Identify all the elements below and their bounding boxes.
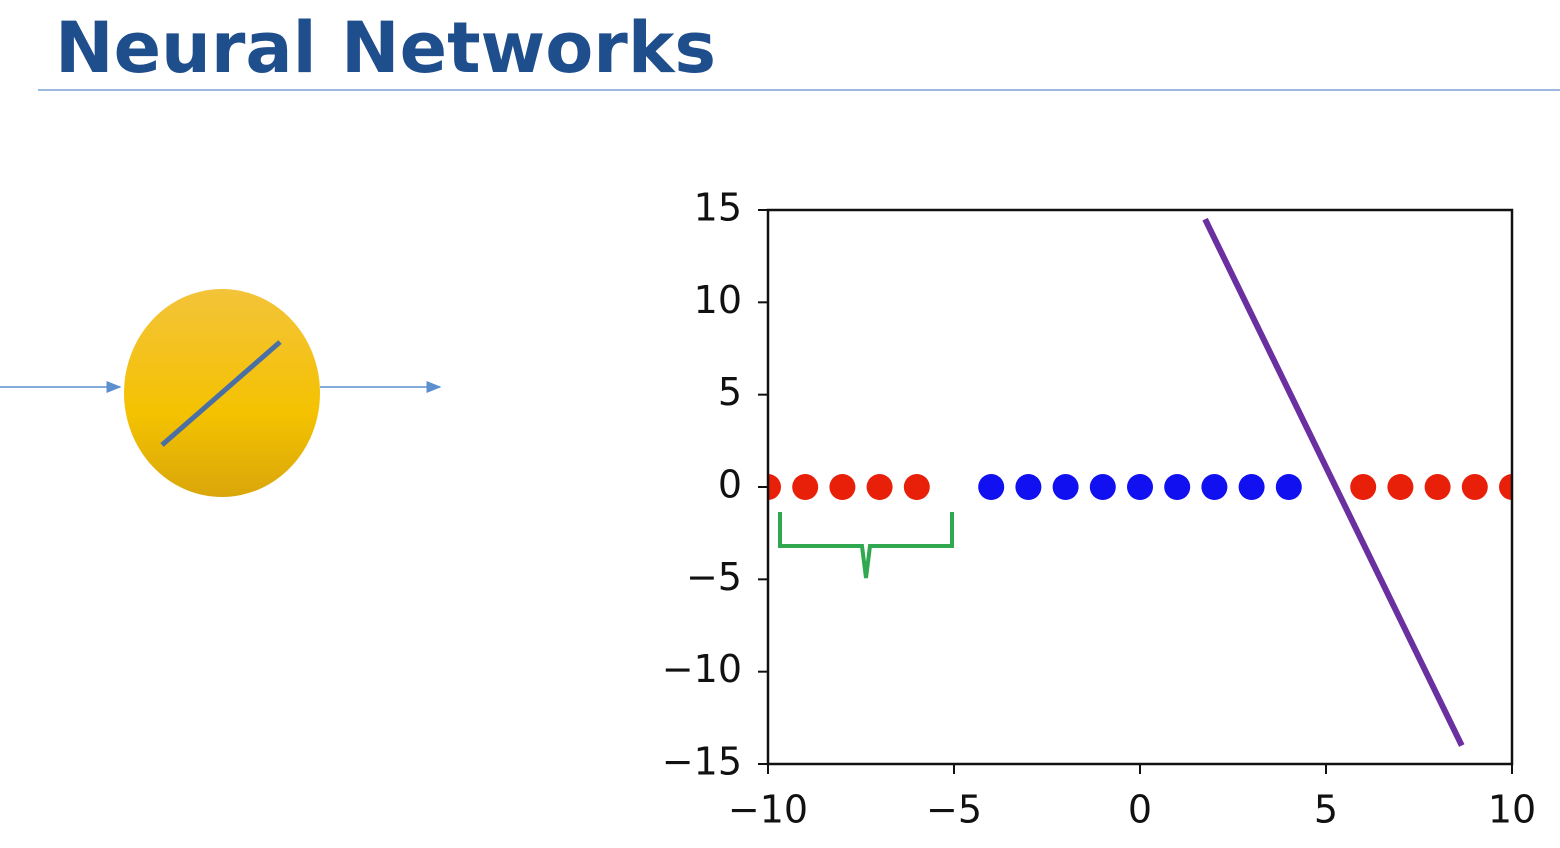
point [829, 474, 856, 500]
point [903, 474, 930, 500]
line [1202, 217, 1465, 747]
point [1201, 474, 1228, 500]
point [1052, 474, 1079, 500]
x-tick-label: −10 [728, 788, 808, 832]
y-tick-label: −15 [662, 740, 742, 784]
point [1015, 474, 1042, 500]
point [978, 474, 1005, 500]
brace [778, 512, 954, 579]
y-tick-label: 10 [694, 278, 742, 322]
linear-activation [160, 340, 282, 447]
x-tick-label: 0 [1128, 788, 1152, 832]
y-tick-label: −10 [662, 647, 742, 691]
x-tick-label: 10 [1488, 788, 1536, 832]
point [1350, 474, 1377, 500]
point [1238, 474, 1265, 500]
point [1164, 474, 1191, 500]
plot-frame [766, 208, 1514, 766]
point [1089, 474, 1116, 500]
y-tick-label: 5 [718, 370, 742, 414]
point [1127, 474, 1153, 500]
neuron-diagram [0, 289, 442, 497]
x-tick-label: −5 [926, 788, 982, 832]
plot-area [768, 217, 1512, 747]
y-tick-label: −5 [686, 555, 742, 599]
slide-title: Neural Networks [55, 7, 716, 89]
y-tick-label: 0 [718, 463, 742, 507]
point [792, 474, 819, 500]
point [1275, 474, 1302, 500]
point [1461, 474, 1488, 500]
x-tick-label: 5 [1314, 788, 1338, 832]
point [1387, 474, 1414, 500]
point [768, 474, 781, 500]
point [1424, 474, 1451, 500]
point [1499, 474, 1512, 500]
y-tick-label: 15 [694, 186, 742, 230]
point [866, 474, 893, 500]
